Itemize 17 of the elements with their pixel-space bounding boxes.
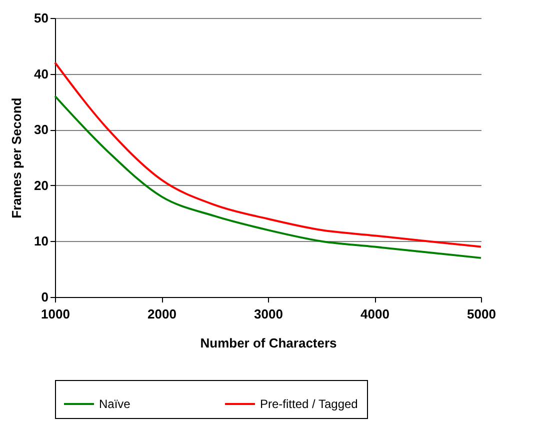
y-tick-label: 30 [34, 122, 48, 138]
legend-label: Pre-fitted / Tagged [260, 397, 358, 411]
line-series [54, 95, 482, 259]
x-tick-label: 4000 [360, 306, 390, 322]
y-tick-label: 0 [41, 290, 48, 304]
y-tick-label: 50 [34, 10, 48, 26]
x-axis-title: Number of Characters [200, 336, 337, 350]
y-tick-label: 20 [34, 178, 48, 193]
y-tick-label: 40 [34, 66, 48, 82]
x-tick-label: 5000 [467, 306, 496, 322]
legend-label: Naïve [99, 397, 131, 411]
y-axis-title: Frames per Second [9, 98, 24, 218]
x-tick-label: 2000 [148, 306, 176, 322]
x-tick-label: 1000 [41, 306, 70, 322]
x-tick-label: 3000 [254, 306, 283, 322]
line-series [54, 62, 482, 248]
y-tick-label: 10 [34, 234, 48, 249]
